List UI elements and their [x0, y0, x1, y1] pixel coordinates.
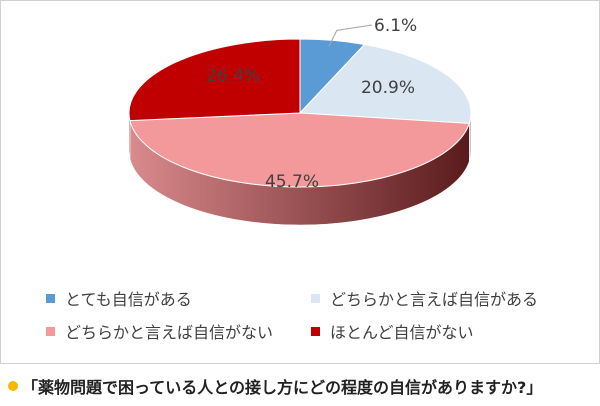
- legend-swatch: [311, 326, 320, 336]
- pie-slice-1: [298, 43, 472, 124]
- legend-item-somewhat-confident: どちらかと言えば自信がある: [311, 286, 538, 310]
- pie-slice-2: [129, 112, 470, 188]
- data-label-1: 20.9%: [361, 78, 415, 98]
- chart-frame: 6.1% 20.9% 45.7% 26.4% とても自信がある どちらかと言えば自信が…: [0, 0, 600, 364]
- legend-swatch: [46, 326, 55, 336]
- pie-slice-3: [128, 38, 301, 122]
- legend-item-very-confident: とても自信がある: [46, 286, 192, 310]
- caption-text: 「薬物問題で困っている人との接し方にどの程度の自信がありますか?」: [22, 378, 543, 397]
- legend-swatch: [311, 293, 320, 303]
- legend-label: ほとんど自信がない: [330, 323, 474, 342]
- legend-swatch: [46, 293, 55, 303]
- legend-item-somewhat-not-confident: どちらかと言えば自信がない: [46, 319, 273, 343]
- survey-question-caption: 「薬物問題で困っている人との接し方にどの程度の自信がありますか?」: [8, 374, 542, 398]
- legend-label: とても自信がある: [65, 290, 192, 309]
- legend-item-hardly-confident: ほとんど自信がない: [311, 319, 474, 343]
- pie-labels-group: 6.1% 20.9% 45.7% 26.4%: [206, 16, 417, 192]
- legend: とても自信がある どちらかと言えば自信がある どちらかと言えば自信がない ほとん…: [41, 281, 581, 351]
- data-label-3: 26.4%: [206, 66, 260, 86]
- data-label-0: 6.1%: [374, 16, 417, 36]
- pie-chart: 6.1% 20.9% 45.7% 26.4%: [128, 16, 472, 226]
- bullet-dot-icon: [8, 381, 18, 391]
- pie-top-group: [128, 38, 472, 188]
- data-label-2: 45.7%: [265, 172, 319, 192]
- leader-line: [328, 24, 373, 47]
- legend-label: どちらかと言えば自信がある: [330, 290, 539, 309]
- legend-label: どちらかと言えば自信がない: [65, 323, 274, 342]
